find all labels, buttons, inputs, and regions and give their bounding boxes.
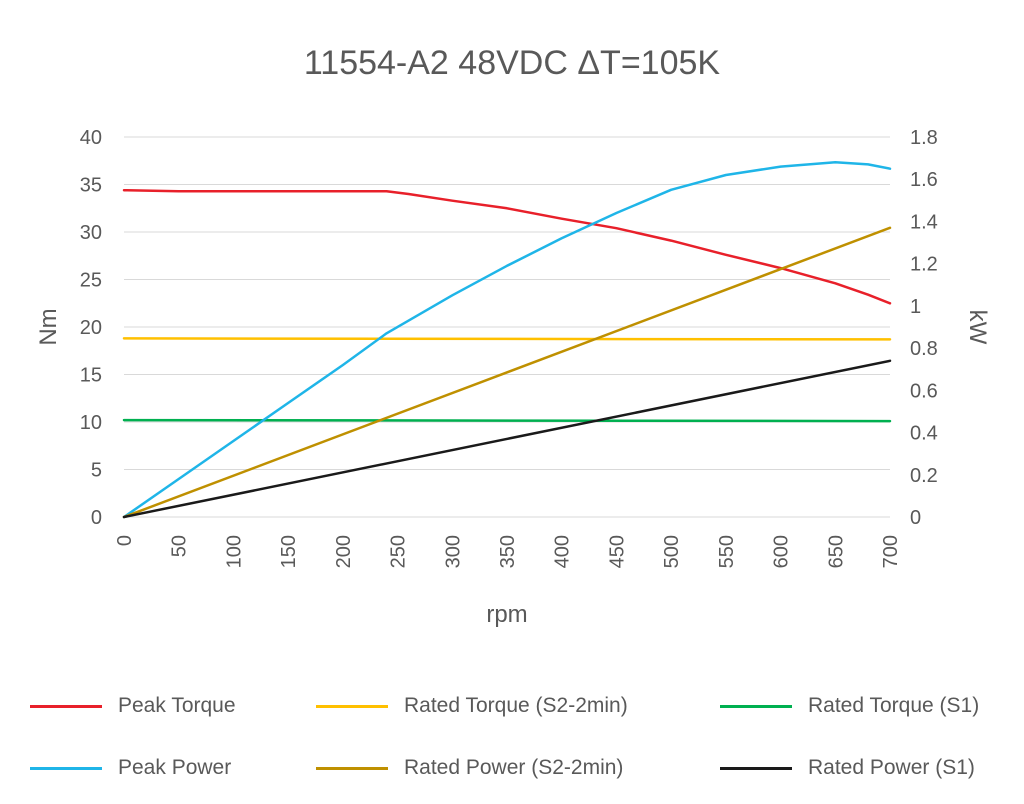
y-right-tick-label: 0.2 — [910, 465, 938, 487]
y-left-tick-label: 5 — [91, 460, 102, 482]
x-tick-label: 600 — [771, 535, 793, 568]
y-right-tick-label: 1.4 — [910, 211, 938, 233]
legend-swatch — [316, 704, 388, 708]
legend-swatch — [316, 766, 388, 770]
legend-label: Rated Torque (S1) — [808, 694, 980, 717]
y-right-tick-label: 0.8 — [910, 338, 938, 360]
legend-item: Rated Torque (S2-2min) — [316, 694, 628, 718]
legend-label: Rated Torque (S2-2min) — [404, 694, 628, 717]
y-left-tick-label: 10 — [80, 412, 102, 434]
y-right-axis-title: kW — [964, 310, 991, 345]
legend-item: Peak Torque — [30, 694, 236, 718]
y-left-tick-label: 40 — [80, 127, 102, 149]
y-right-tick-label: 0 — [910, 507, 921, 529]
series-line-peak-power — [122, 161, 892, 519]
x-tick-label: 550 — [716, 535, 738, 568]
legend-swatch — [720, 704, 792, 708]
y-left-tick-label: 25 — [80, 270, 102, 292]
x-tick-label: 200 — [333, 535, 355, 568]
legend-label: Rated Power (S2-2min) — [404, 756, 624, 779]
y-left-axis-title: Nm — [35, 308, 62, 345]
x-tick-label: 700 — [880, 535, 902, 568]
series-line-rated-power-s2-2min — [122, 226, 892, 519]
legend-label: Peak Torque — [118, 694, 236, 717]
x-axis-title: rpm — [486, 601, 527, 628]
y-right-tick-label: 1.6 — [910, 169, 938, 191]
x-tick-label: 250 — [388, 535, 410, 568]
legend-item: Rated Power (S2-2min) — [316, 756, 623, 780]
series-line-rated-torque-s2-2min — [122, 337, 892, 341]
x-tick-label: 400 — [552, 535, 574, 568]
legend-label: Rated Power (S1) — [808, 756, 975, 779]
chart-legend: Peak Torque Rated Torque (S2-2min) Rated T… — [0, 680, 1024, 804]
x-tick-label: 650 — [825, 535, 847, 568]
y-left-tick-label: 15 — [80, 365, 102, 387]
y-left-tick-label: 30 — [80, 222, 102, 244]
chart-title: 11554-A2 48VDC ΔT=105K — [303, 44, 721, 82]
x-tick-label: 450 — [606, 535, 628, 568]
y-right-tick-label: 0.6 — [910, 380, 938, 402]
x-tick-label: 0 — [114, 535, 136, 546]
y-left-tick-label: 20 — [80, 317, 102, 339]
legend-label: Peak Power — [118, 756, 232, 779]
series-line-peak-torque — [122, 188, 892, 305]
legend-item: Peak Power — [30, 756, 231, 780]
y-right-tick-label: 0.4 — [910, 423, 938, 445]
x-tick-label: 300 — [442, 535, 464, 568]
legend-item: Rated Torque (S1) — [720, 694, 979, 718]
legend-swatch — [720, 766, 792, 770]
y-right-tick-label: 1.2 — [910, 254, 938, 276]
series-line-rated-torque-s1 — [122, 418, 892, 423]
x-tick-label: 50 — [169, 535, 191, 557]
chart-area: 051015202530354000.20.40.60.811.21.41.61… — [35, 127, 991, 628]
y-right-tick-label: 1.8 — [910, 127, 938, 149]
legend-item: Rated Power (S1) — [720, 756, 975, 780]
y-left-tick-label: 35 — [80, 175, 102, 197]
legend-swatch — [30, 766, 102, 770]
x-tick-label: 150 — [278, 535, 300, 568]
y-right-tick-label: 1 — [910, 296, 921, 318]
x-tick-label: 350 — [497, 535, 519, 568]
x-tick-label: 500 — [661, 535, 683, 568]
series-line-rated-power-s1 — [122, 359, 892, 519]
legend-swatch — [30, 704, 102, 708]
y-left-tick-label: 0 — [91, 507, 102, 529]
x-tick-label: 100 — [223, 535, 245, 568]
